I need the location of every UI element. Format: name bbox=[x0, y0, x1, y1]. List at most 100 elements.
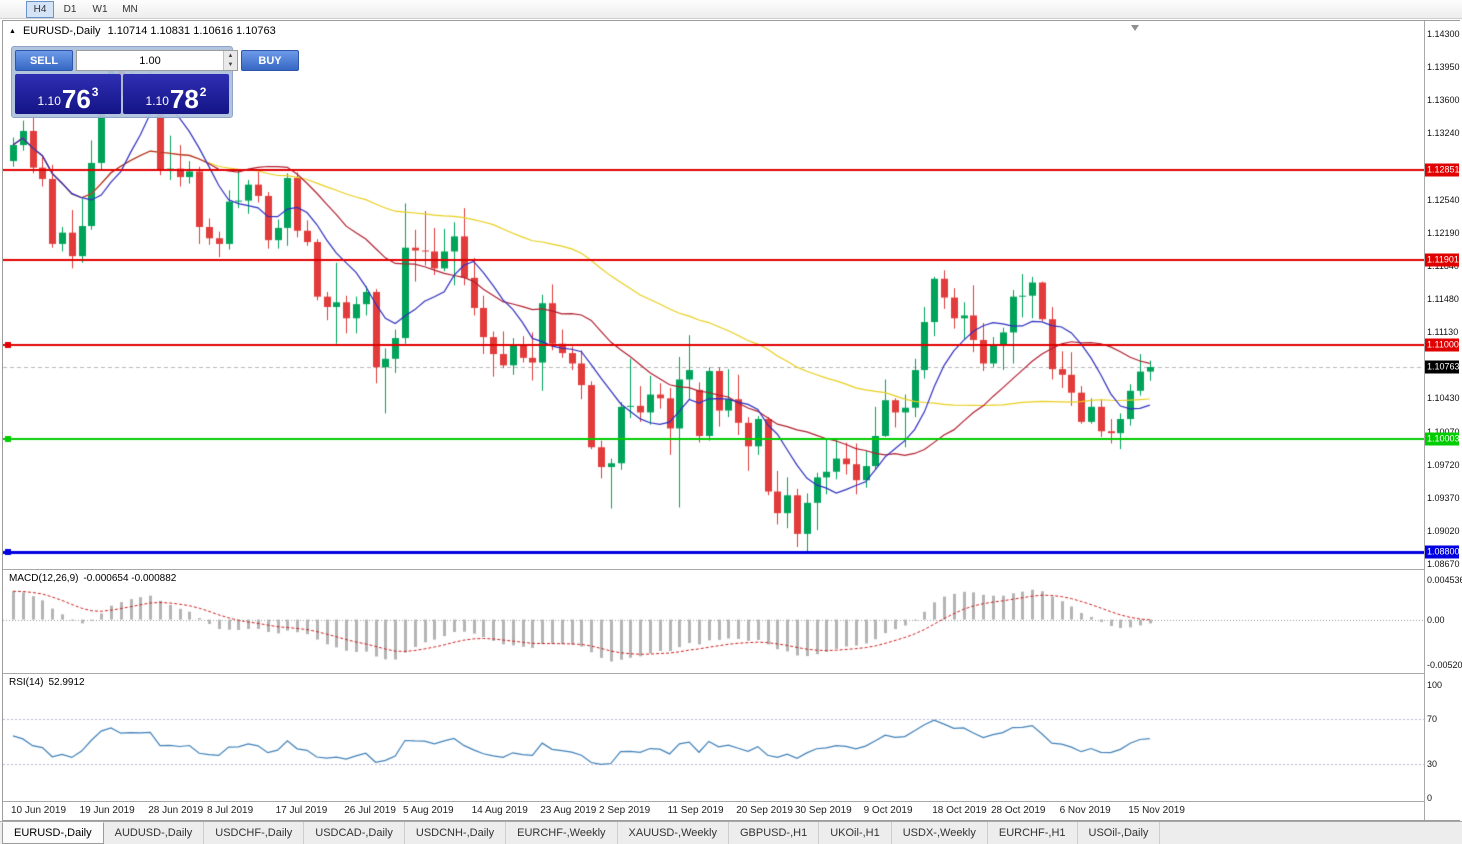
price-axis-label: 1.08670 bbox=[1427, 559, 1460, 569]
volume-input[interactable] bbox=[77, 51, 223, 70]
date-axis-label: 6 Nov 2019 bbox=[1059, 805, 1111, 816]
price-axis-label: 1.09720 bbox=[1427, 459, 1460, 470]
rsi-axis-label: 0 bbox=[1427, 793, 1433, 803]
date-axis-label: 10 Jun 2019 bbox=[11, 805, 67, 816]
macd-label: MACD(12,26,9) -0.000654 -0.000882 bbox=[9, 573, 181, 584]
chart-tab-xauusd-weekly[interactable]: XAUUSD-,Weekly bbox=[617, 822, 729, 844]
price-line-tag: 1.10003 bbox=[1425, 432, 1460, 445]
timeframe-button-mn[interactable]: MN bbox=[122, 3, 138, 15]
date-axis[interactable]: 10 Jun 2019 19 Jun 2019 28 Jun 2019 8 Jul 2… bbox=[3, 802, 1424, 820]
panel-divider[interactable] bbox=[3, 673, 1425, 674]
volume-spinner: ▲ ▼ bbox=[223, 51, 237, 70]
price-axis-label: 1.12540 bbox=[1427, 194, 1460, 205]
chart-tab-usdchf-daily[interactable]: USDCHF-,Daily bbox=[204, 822, 305, 844]
macd-axis-label: -0.0052051 bbox=[1427, 660, 1462, 670]
chart-tab-eurusd-daily[interactable]: EURUSD-,Daily bbox=[2, 822, 104, 844]
rsi-panel-canvas[interactable] bbox=[3, 674, 1424, 801]
price-axis-label: 1.13950 bbox=[1427, 62, 1460, 73]
price-axis[interactable]: 1.143001.139501.136001.132401.128901.125… bbox=[1424, 21, 1462, 820]
rsi-axis-label: 70 bbox=[1427, 713, 1438, 724]
sell-price-base: 1.10 bbox=[37, 94, 61, 108]
buy-button[interactable]: BUY bbox=[241, 50, 299, 71]
timeframe-button-w1[interactable]: W1 bbox=[92, 3, 108, 15]
price-axis-label: 1.09020 bbox=[1427, 525, 1460, 536]
date-axis-label: 19 Jun 2019 bbox=[79, 805, 135, 816]
chart-tab-eurchf-h1[interactable]: EURCHF-,H1 bbox=[987, 822, 1078, 844]
sell-price-pips: 76 bbox=[61, 84, 91, 114]
volume-down-button[interactable]: ▼ bbox=[224, 60, 237, 70]
sell-price-display[interactable]: 1.10 76 3 bbox=[15, 74, 121, 114]
scroll-shift-marker-icon bbox=[1131, 25, 1139, 31]
price-axis-label: 1.13240 bbox=[1427, 128, 1460, 139]
one-click-trade-panel: SELL ▲ ▼ BUY 1.10 76 3 1.10 78 2 bbox=[11, 46, 299, 118]
macd-name: MACD(12,26,9) bbox=[9, 573, 79, 584]
chart-symbol-period: EURUSD-,Daily bbox=[22, 25, 101, 37]
date-axis-label: 8 Jul 2019 bbox=[207, 805, 254, 816]
date-axis-label: 17 Jul 2019 bbox=[275, 805, 328, 816]
date-axis-label: 23 Aug 2019 bbox=[540, 805, 597, 816]
date-axis-label: 18 Oct 2019 bbox=[932, 805, 987, 816]
macd-axis-label: 0.00 bbox=[1427, 614, 1445, 625]
rsi-axis-label: 100 bbox=[1427, 680, 1443, 690]
macd-values: -0.000654 -0.000882 bbox=[83, 573, 177, 584]
price-chart-canvas[interactable] bbox=[3, 21, 1424, 569]
buy-price-display[interactable]: 1.10 78 2 bbox=[123, 74, 229, 114]
price-line-tag: 1.11901 bbox=[1425, 253, 1459, 267]
date-axis-label: 5 Aug 2019 bbox=[403, 805, 454, 816]
price-line-tag: 1.08800 bbox=[1425, 545, 1460, 559]
macd-axis-label: 0.0045367 bbox=[1427, 575, 1462, 585]
timeframe-button-h4[interactable]: H4 bbox=[26, 0, 54, 18]
chart-window: 1.143001.139501.136001.132401.128901.125… bbox=[2, 20, 1462, 821]
rsi-name: RSI(14) bbox=[9, 677, 44, 688]
macd-panel-canvas[interactable] bbox=[3, 570, 1424, 673]
rsi-label: RSI(14) 52.9912 bbox=[9, 677, 90, 688]
price-line-tag: 1.10763 bbox=[1425, 360, 1460, 374]
chart-tab-gbpusd-h1[interactable]: GBPUSD-,H1 bbox=[728, 822, 820, 844]
price-line-tag: 1.12851 bbox=[1425, 163, 1460, 177]
date-axis-label: 15 Nov 2019 bbox=[1128, 805, 1185, 816]
chart-tab-usdcnh-daily[interactable]: USDCNH-,Daily bbox=[404, 822, 507, 844]
sell-price-point: 3 bbox=[91, 85, 99, 99]
chart-tab-audusd-daily[interactable]: AUDUSD-,Daily bbox=[103, 822, 205, 844]
chart-tab-usoil-daily[interactable]: USOil-,Daily bbox=[1077, 822, 1161, 844]
panel-divider[interactable] bbox=[3, 801, 1425, 802]
chart-tabs-bar: EURUSD-,Daily AUDUSD-,Daily USDCHF-,Daily U… bbox=[0, 821, 1462, 844]
date-axis-label: 11 Sep 2019 bbox=[667, 805, 724, 816]
volume-box: ▲ ▼ bbox=[76, 50, 238, 71]
price-line-tag: 1.11000 bbox=[1425, 338, 1459, 352]
date-axis-label: 30 Sep 2019 bbox=[795, 805, 852, 816]
price-axis-label: 1.11480 bbox=[1427, 294, 1459, 304]
chart-ohlc-values: 1.10714 1.10831 1.10616 1.10763 bbox=[107, 25, 276, 37]
chart-tab-eurchf-weekly[interactable]: EURCHF-,Weekly bbox=[506, 822, 618, 844]
date-axis-label: 26 Jul 2019 bbox=[344, 805, 396, 816]
one-click-trading-toggle-icon[interactable]: ▲ bbox=[9, 27, 16, 35]
price-axis-label: 1.10430 bbox=[1427, 393, 1460, 404]
date-axis-label: 14 Aug 2019 bbox=[471, 805, 528, 816]
buy-price-pips: 78 bbox=[169, 84, 199, 114]
timeframe-toolbar: H4 D1 W1 MN bbox=[0, 0, 1462, 19]
buy-price-point: 2 bbox=[199, 85, 207, 99]
price-axis-label: 1.14300 bbox=[1427, 29, 1460, 39]
buy-price-base: 1.10 bbox=[145, 94, 169, 108]
price-axis-label: 1.12190 bbox=[1427, 227, 1460, 238]
chart-title: ▲ EURUSD-,Daily 1.10714 1.10831 1.10616 … bbox=[9, 25, 276, 37]
panel-divider[interactable] bbox=[3, 569, 1425, 570]
date-axis-label: 28 Oct 2019 bbox=[991, 805, 1046, 816]
price-axis-label: 1.09370 bbox=[1427, 492, 1460, 503]
date-axis-label: 2 Sep 2019 bbox=[599, 805, 651, 816]
date-axis-label: 28 Jun 2019 bbox=[148, 805, 204, 816]
date-axis-label: 20 Sep 2019 bbox=[736, 805, 793, 816]
date-axis-label: 9 Oct 2019 bbox=[863, 805, 913, 816]
chart-tab-ukoil-h1[interactable]: UKOil-,H1 bbox=[819, 822, 892, 844]
chart-tab-usdcad-daily[interactable]: USDCAD-,Daily bbox=[304, 822, 405, 844]
sell-button[interactable]: SELL bbox=[15, 50, 73, 71]
rsi-axis-label: 30 bbox=[1427, 759, 1438, 770]
rsi-value: 52.9912 bbox=[48, 677, 85, 688]
chart-tab-usdx-weekly[interactable]: USDX-,Weekly bbox=[891, 822, 988, 844]
timeframe-button-d1[interactable]: D1 bbox=[63, 3, 77, 15]
price-axis-label: 1.11130 bbox=[1427, 327, 1459, 338]
price-axis-label: 1.13600 bbox=[1427, 95, 1460, 106]
volume-up-button[interactable]: ▲ bbox=[224, 51, 237, 61]
